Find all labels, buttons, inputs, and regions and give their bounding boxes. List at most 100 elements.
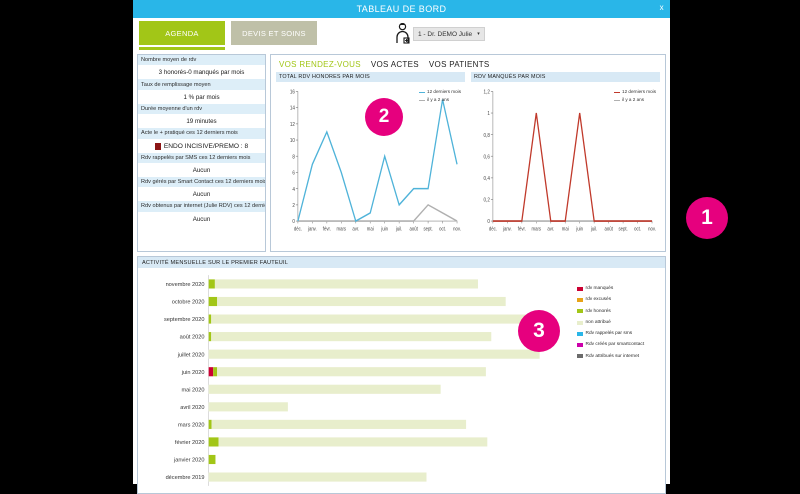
chart-rdv-honores: TOTAL RDV HONORES PAR MOIS 0 2 4 6 8 10 12 14 16…: [276, 72, 465, 247]
svg-text:mai: mai: [562, 226, 569, 231]
svg-text:mars: mars: [337, 226, 347, 231]
appointments-panel: VOS RENDEZ-VOUS VOS ACTES VOS PATIENTS T…: [270, 54, 728, 252]
svg-text:0: 0: [292, 219, 295, 225]
legend-line-current-missed: [614, 91, 621, 93]
svg-text:avr.: avr.: [352, 226, 359, 231]
tab-vos-actes[interactable]: VOS ACTES: [370, 60, 419, 69]
svg-text:févr.: févr.: [518, 226, 526, 231]
chart-rdv-manques-title: RDV MANQUÉS PAR MOIS: [471, 72, 660, 82]
svg-text:août: août: [409, 226, 418, 231]
chart-rdv-honores-plot: 0 2 4 6 8 10 12 14 16 déc. janv. févr. mars avr. mai ju…: [276, 82, 465, 247]
practitioner-select[interactable]: 1 - Dr. DEMO Julie ▾: [413, 27, 485, 41]
kpi-label-6: Rdv obtenus par internet (Julie RDV) ces…: [138, 201, 265, 213]
svg-text:septembre 2020: septembre 2020: [164, 317, 205, 323]
devis-et-soins-button[interactable]: DEVIS ET SOINS: [231, 21, 317, 45]
chart-rdv-honores-title: TOTAL RDV HONORES PAR MOIS: [276, 72, 465, 82]
svg-text:déc.: déc.: [489, 226, 497, 231]
close-icon[interactable]: x: [659, 3, 664, 12]
svg-text:16: 16: [290, 89, 295, 95]
svg-text:2: 2: [292, 203, 295, 209]
kpi-value-4: Aucun: [192, 166, 211, 174]
legend-label-previous: il y a 2 ans: [427, 97, 449, 102]
agenda-active-underline: [139, 47, 225, 50]
legend-swatch-non-attribue: [577, 320, 583, 325]
svg-text:juil.: juil.: [590, 226, 597, 231]
tab-vos-patients[interactable]: VOS PATIENTS: [428, 60, 490, 69]
kpi-value-5: Aucun: [192, 191, 211, 199]
kpi-label-4: Rdv rappelés par SMS ces 12 derniers moi…: [138, 152, 265, 164]
step-badge-2: 2: [365, 98, 403, 136]
svg-text:10: 10: [290, 138, 295, 144]
svg-text:avr.: avr.: [547, 226, 554, 231]
svg-text:févr.: févr.: [323, 226, 331, 231]
kpi-label-0: Nombre moyen de rdv: [138, 55, 265, 67]
agenda-button[interactable]: AGENDA: [139, 21, 225, 45]
svg-text:1,2: 1,2: [484, 89, 491, 95]
kpi-label-1: Taux de remplissage moyen: [138, 79, 265, 91]
kpi-value-0: 3 honorés-0 manqués par mois: [158, 69, 245, 77]
legend-label-non-attribue: non attribué: [585, 319, 611, 325]
doctor-icon: [395, 22, 410, 45]
svg-text:mars 2020: mars 2020: [178, 422, 204, 428]
legend-label-excuses: rdv excusés: [585, 297, 612, 303]
svg-text:1: 1: [487, 111, 490, 117]
svg-text:nov.: nov.: [453, 226, 461, 231]
legend-swatch-excuses: [577, 297, 583, 302]
kpi-label-3: Acte le + pratiqué ces 12 derniers mois: [138, 128, 265, 140]
practitioner-selector-group: 1 - Dr. DEMO Julie ▾: [395, 22, 485, 45]
svg-text:0,4: 0,4: [484, 176, 491, 182]
svg-text:mai: mai: [367, 226, 374, 231]
window-title: TABLEAU DE BORD: [356, 4, 447, 14]
legend-row-sms: Rdv rappelés par sms: [577, 328, 663, 339]
legend-swatch-smartcontact: [577, 343, 583, 348]
svg-text:0: 0: [487, 219, 490, 225]
legend-line-previous: [419, 99, 426, 101]
legend-row-internet: Rdv attribués sur internet: [577, 351, 663, 362]
legend-item-current: 12 derniers mois: [419, 88, 461, 96]
chart-rdv-manques-legend: 12 derniers mois il y a 2 ans: [614, 88, 656, 104]
kpi-sidebar: Nombre moyen de rdv 3 honorés-0 manqués …: [137, 54, 266, 252]
kpi-value-6: Aucun: [192, 215, 211, 223]
legend-swatch-manques: [577, 286, 583, 291]
chevron-down-icon: ▾: [477, 31, 480, 37]
legend-label-honores: rdv honorés: [585, 308, 611, 314]
legend-swatch-internet: [577, 354, 583, 359]
svg-text:8: 8: [292, 154, 295, 160]
act-color-swatch: [154, 142, 161, 150]
legend-label-current-missed: 12 derniers mois: [622, 89, 656, 94]
monthly-activity-title: ACTIVITÉ MENSUELLE SUR LE PREMIER FAUTEU…: [138, 257, 665, 268]
svg-text:14: 14: [290, 105, 295, 111]
svg-text:nov.: nov.: [648, 226, 656, 231]
legend-label-manques: rdv manqués: [585, 286, 614, 291]
svg-text:oct.: oct.: [634, 226, 641, 231]
svg-text:0,8: 0,8: [484, 132, 491, 138]
kpi-value-1: 1 % par mois: [183, 93, 220, 101]
svg-text:0,2: 0,2: [484, 197, 491, 203]
svg-text:février 2020: février 2020: [175, 440, 205, 446]
legend-row-non-attribue: non attribué: [577, 317, 663, 328]
svg-text:12: 12: [290, 122, 295, 128]
line-charts-row: TOTAL RDV HONORES PAR MOIS 0 2 4 6 8 10 12 14 16…: [271, 72, 665, 251]
svg-text:sept.: sept.: [423, 226, 432, 231]
legend-label-sms: Rdv rappelés par sms: [585, 331, 633, 337]
svg-text:sept.: sept.: [618, 226, 627, 231]
kpi-value-2: 19 minutes: [186, 118, 217, 126]
practitioner-select-value: 1 - Dr. DEMO Julie: [418, 30, 473, 38]
legend-item-current-missed: 12 derniers mois: [614, 88, 656, 96]
svg-text:juillet 2020: juillet 2020: [177, 352, 205, 358]
svg-text:janvier 2020: janvier 2020: [173, 458, 205, 464]
svg-text:janv.: janv.: [502, 226, 512, 231]
legend-row-excuses: rdv excusés: [577, 294, 663, 305]
svg-text:déc.: déc.: [294, 226, 302, 231]
svg-text:août: août: [604, 226, 613, 231]
kpi-value-3-row: ENDO INCISIVE/PREMO : 8: [138, 140, 265, 153]
window-titlebar: TABLEAU DE BORD x: [133, 0, 670, 18]
tab-vos-rendez-vous[interactable]: VOS RENDEZ-VOUS: [279, 60, 361, 69]
legend-label-internet: Rdv attribués sur internet: [585, 353, 640, 359]
svg-text:0,6: 0,6: [484, 154, 491, 160]
panel-tabs: VOS RENDEZ-VOUS VOS ACTES VOS PATIENTS: [271, 55, 665, 72]
legend-swatch-sms: [577, 331, 583, 336]
svg-text:janv.: janv.: [307, 226, 317, 231]
legend-label-previous-missed: il y a 2 ans: [622, 97, 644, 102]
svg-text:août 2020: août 2020: [180, 335, 205, 341]
